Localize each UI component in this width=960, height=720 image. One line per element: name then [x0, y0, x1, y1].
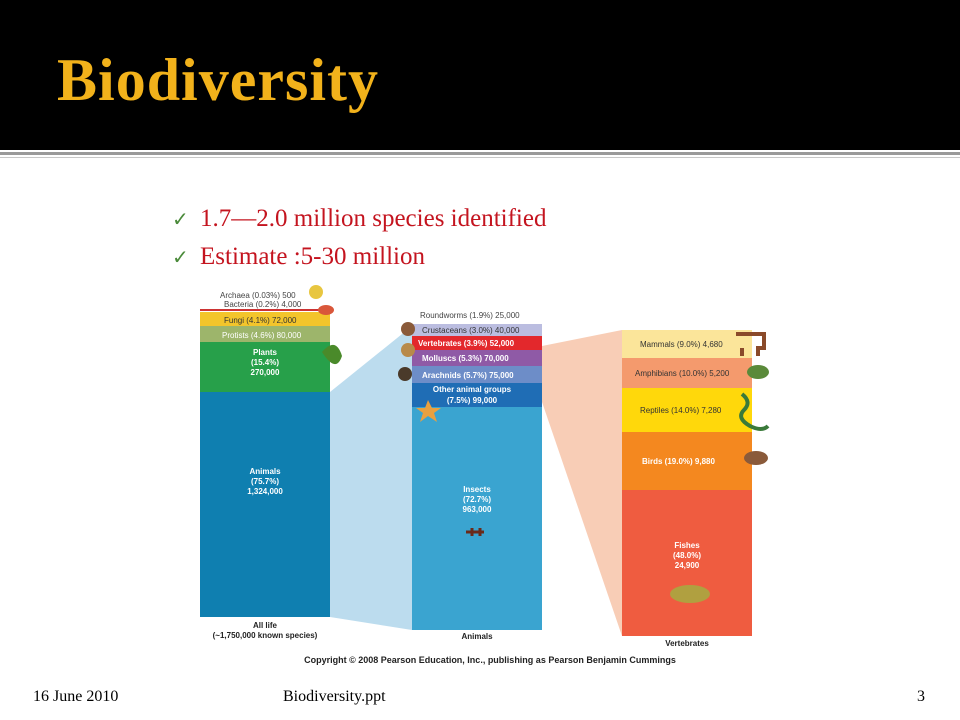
bar-animals: [412, 324, 542, 630]
label-molluscs: Molluscs (5.3%) 70,000: [422, 354, 509, 363]
segment-plants: [200, 342, 330, 392]
spider-icon: [398, 367, 412, 381]
segment-arachnids: [412, 366, 542, 383]
copyright-text: Copyright © 2008 Pearson Education, Inc.…: [304, 655, 676, 665]
label-insects-name: Insects: [463, 485, 491, 494]
segment-fishes: [622, 490, 752, 636]
segment-insects: [412, 407, 542, 630]
label-insects-pct: (72.7%): [463, 495, 491, 504]
frog-icon: [747, 365, 769, 379]
segment-vertebrates: [412, 336, 542, 350]
label-reptiles: Reptiles (14.0%) 7,280: [640, 406, 722, 415]
segment-amphibians: [622, 358, 752, 388]
bullet-text: 1.7—2.0 million species identified: [200, 205, 547, 232]
label-animals-pct: (75.7%): [251, 477, 279, 486]
footer-date: 16 June 2010: [33, 688, 119, 705]
bullet-text: Estimate :5-30 million: [200, 243, 425, 270]
title-divider: [0, 152, 960, 155]
label-birds: Birds (19.0%) 9,880: [642, 457, 715, 466]
bird-icon: [744, 451, 768, 465]
bullet-item: ✓ 1.7—2.0 million species identified: [172, 200, 546, 238]
fish-icon: [670, 585, 710, 603]
caption-vertebrates: Vertebrates: [665, 639, 709, 648]
organism-illustrations: [309, 285, 770, 603]
connector-animals: [330, 326, 412, 630]
label-fishes-name: Fishes: [674, 541, 700, 550]
label-plants-pct: (15.4%): [251, 358, 279, 367]
label-other-animals-count: (7.5%) 99,000: [447, 396, 498, 405]
caption-all-life-sub: (~1,750,000 known species): [213, 631, 318, 640]
caption-all-life: All life: [253, 621, 278, 630]
label-roundworms: Roundworms (1.9%) 25,000: [420, 311, 520, 320]
segment-mammals: [622, 330, 752, 358]
label-animals-count: 1,324,000: [247, 487, 283, 496]
label-mammals: Mammals (9.0%) 4,680: [640, 340, 723, 349]
segment-protists: [200, 326, 330, 342]
label-plants-name: Plants: [253, 348, 278, 357]
segment-molluscs: [412, 350, 542, 366]
label-bacteria: Bacteria (0.2%) 4,000: [224, 300, 302, 309]
connector-vertebrates: [542, 330, 622, 636]
ant-icon: [466, 528, 484, 536]
snail-icon: [401, 343, 415, 357]
bar-vertebrates: [622, 330, 752, 636]
segment-fungi: [200, 312, 330, 326]
label-protists: Protists (4.6%) 80,000: [222, 331, 302, 340]
crab-icon: [401, 322, 415, 336]
segment-reptiles: [622, 388, 752, 432]
label-fungi: Fungi (4.1%) 72,000: [224, 316, 297, 325]
checkmark-icon: ✓: [172, 207, 189, 231]
snake-icon: [739, 392, 770, 431]
bacteria-icon: [309, 285, 323, 299]
segment-animals: [200, 392, 330, 617]
species-diagram: Archaea (0.03%) 500 Bacteria (0.2%) 4,00…: [200, 285, 770, 665]
bullet-item: ✓ Estimate :5-30 million: [172, 238, 546, 276]
footer-page-number: 3: [917, 688, 925, 705]
mushroom-icon: [318, 305, 334, 315]
segment-birds: [622, 432, 752, 490]
label-animals-name: Animals: [249, 467, 281, 476]
title-bar: [0, 0, 960, 150]
bullet-list: ✓ 1.7—2.0 million species identified ✓ E…: [172, 200, 546, 276]
label-insects-count: 963,000: [463, 505, 492, 514]
footer-filename: Biodiversity.ppt: [283, 688, 386, 705]
label-amphibians: Amphibians (10.0%) 5,200: [635, 369, 730, 378]
checkmark-icon: ✓: [172, 245, 189, 269]
starfish-icon: [416, 400, 441, 422]
slide-title: Biodiversity: [57, 47, 379, 113]
label-archaea: Archaea (0.03%) 500: [220, 291, 296, 300]
title-divider-thin: [0, 157, 960, 158]
label-fishes-count: 24,900: [675, 561, 700, 570]
label-arachnids: Arachnids (5.7%) 75,000: [422, 371, 514, 380]
deer-icon: [736, 332, 766, 356]
segment-other-animals: [412, 383, 542, 407]
caption-animals: Animals: [461, 632, 493, 641]
segment-crustaceans: [412, 324, 542, 336]
leaf-icon: [322, 344, 342, 365]
label-fishes-pct: (48.0%): [673, 551, 701, 560]
bar-all-life: [200, 309, 330, 617]
label-crustaceans: Crustaceans (3.0%) 40,000: [422, 326, 520, 335]
label-plants-count: 270,000: [251, 368, 280, 377]
label-other-animals-name: Other animal groups: [433, 385, 512, 394]
label-vertebrates: Vertebrates (3.9%) 52,000: [418, 339, 515, 348]
